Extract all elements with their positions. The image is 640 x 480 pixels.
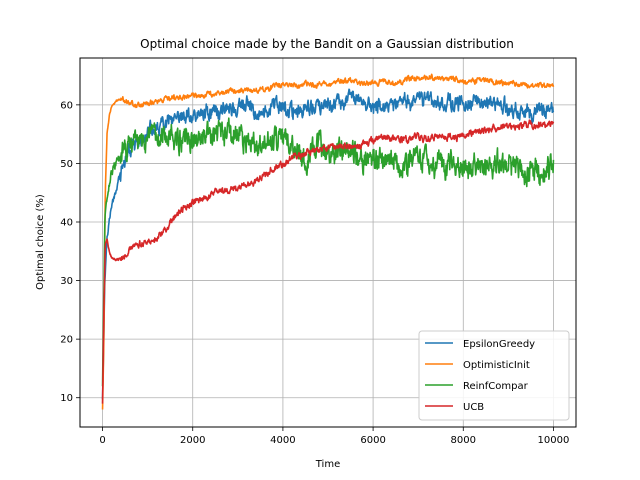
legend-label: EpsilonGreedy [463,339,535,350]
legend-label: OptimisticInit [463,360,530,371]
series-lines [101,73,555,410]
y-tick-label: 10 [60,393,73,404]
x-tick-label: 6000 [360,435,385,446]
legend-box [418,330,570,421]
series-line-epsilongreedy [101,88,555,400]
y-tick-label: 60 [60,100,73,111]
legend: EpsilonGreedy OptimisticInit ReinfCompar UC… [418,330,570,421]
y-tick-label: 30 [60,276,73,287]
y-tick-label: 50 [60,159,73,170]
series-line-ucb [101,119,555,404]
x-tick-label: 8000 [451,435,476,446]
x-tick-label: 4000 [270,435,295,446]
series-line-optimisticinit [101,73,555,410]
chart-title: Optimal choice made by the Bandit on a G… [140,37,514,51]
x-tick-label: 2000 [180,435,205,446]
x-axis-ticks: 0 2000 4000 6000 8000 10000 [99,427,569,446]
x-axis-label: Time [315,459,340,470]
y-axis-ticks: 10 20 30 40 50 60 [60,100,80,404]
y-tick-label: 20 [60,335,73,346]
y-tick-label: 40 [60,218,73,229]
y-axis-label: Optimal choice (%) [35,194,46,290]
legend-label: UCB [463,402,484,413]
plot-frame [79,57,577,428]
x-tick-label: 10000 [538,435,570,446]
x-tick-label: 0 [99,435,105,446]
legend-label: ReinfCompar [463,381,529,392]
